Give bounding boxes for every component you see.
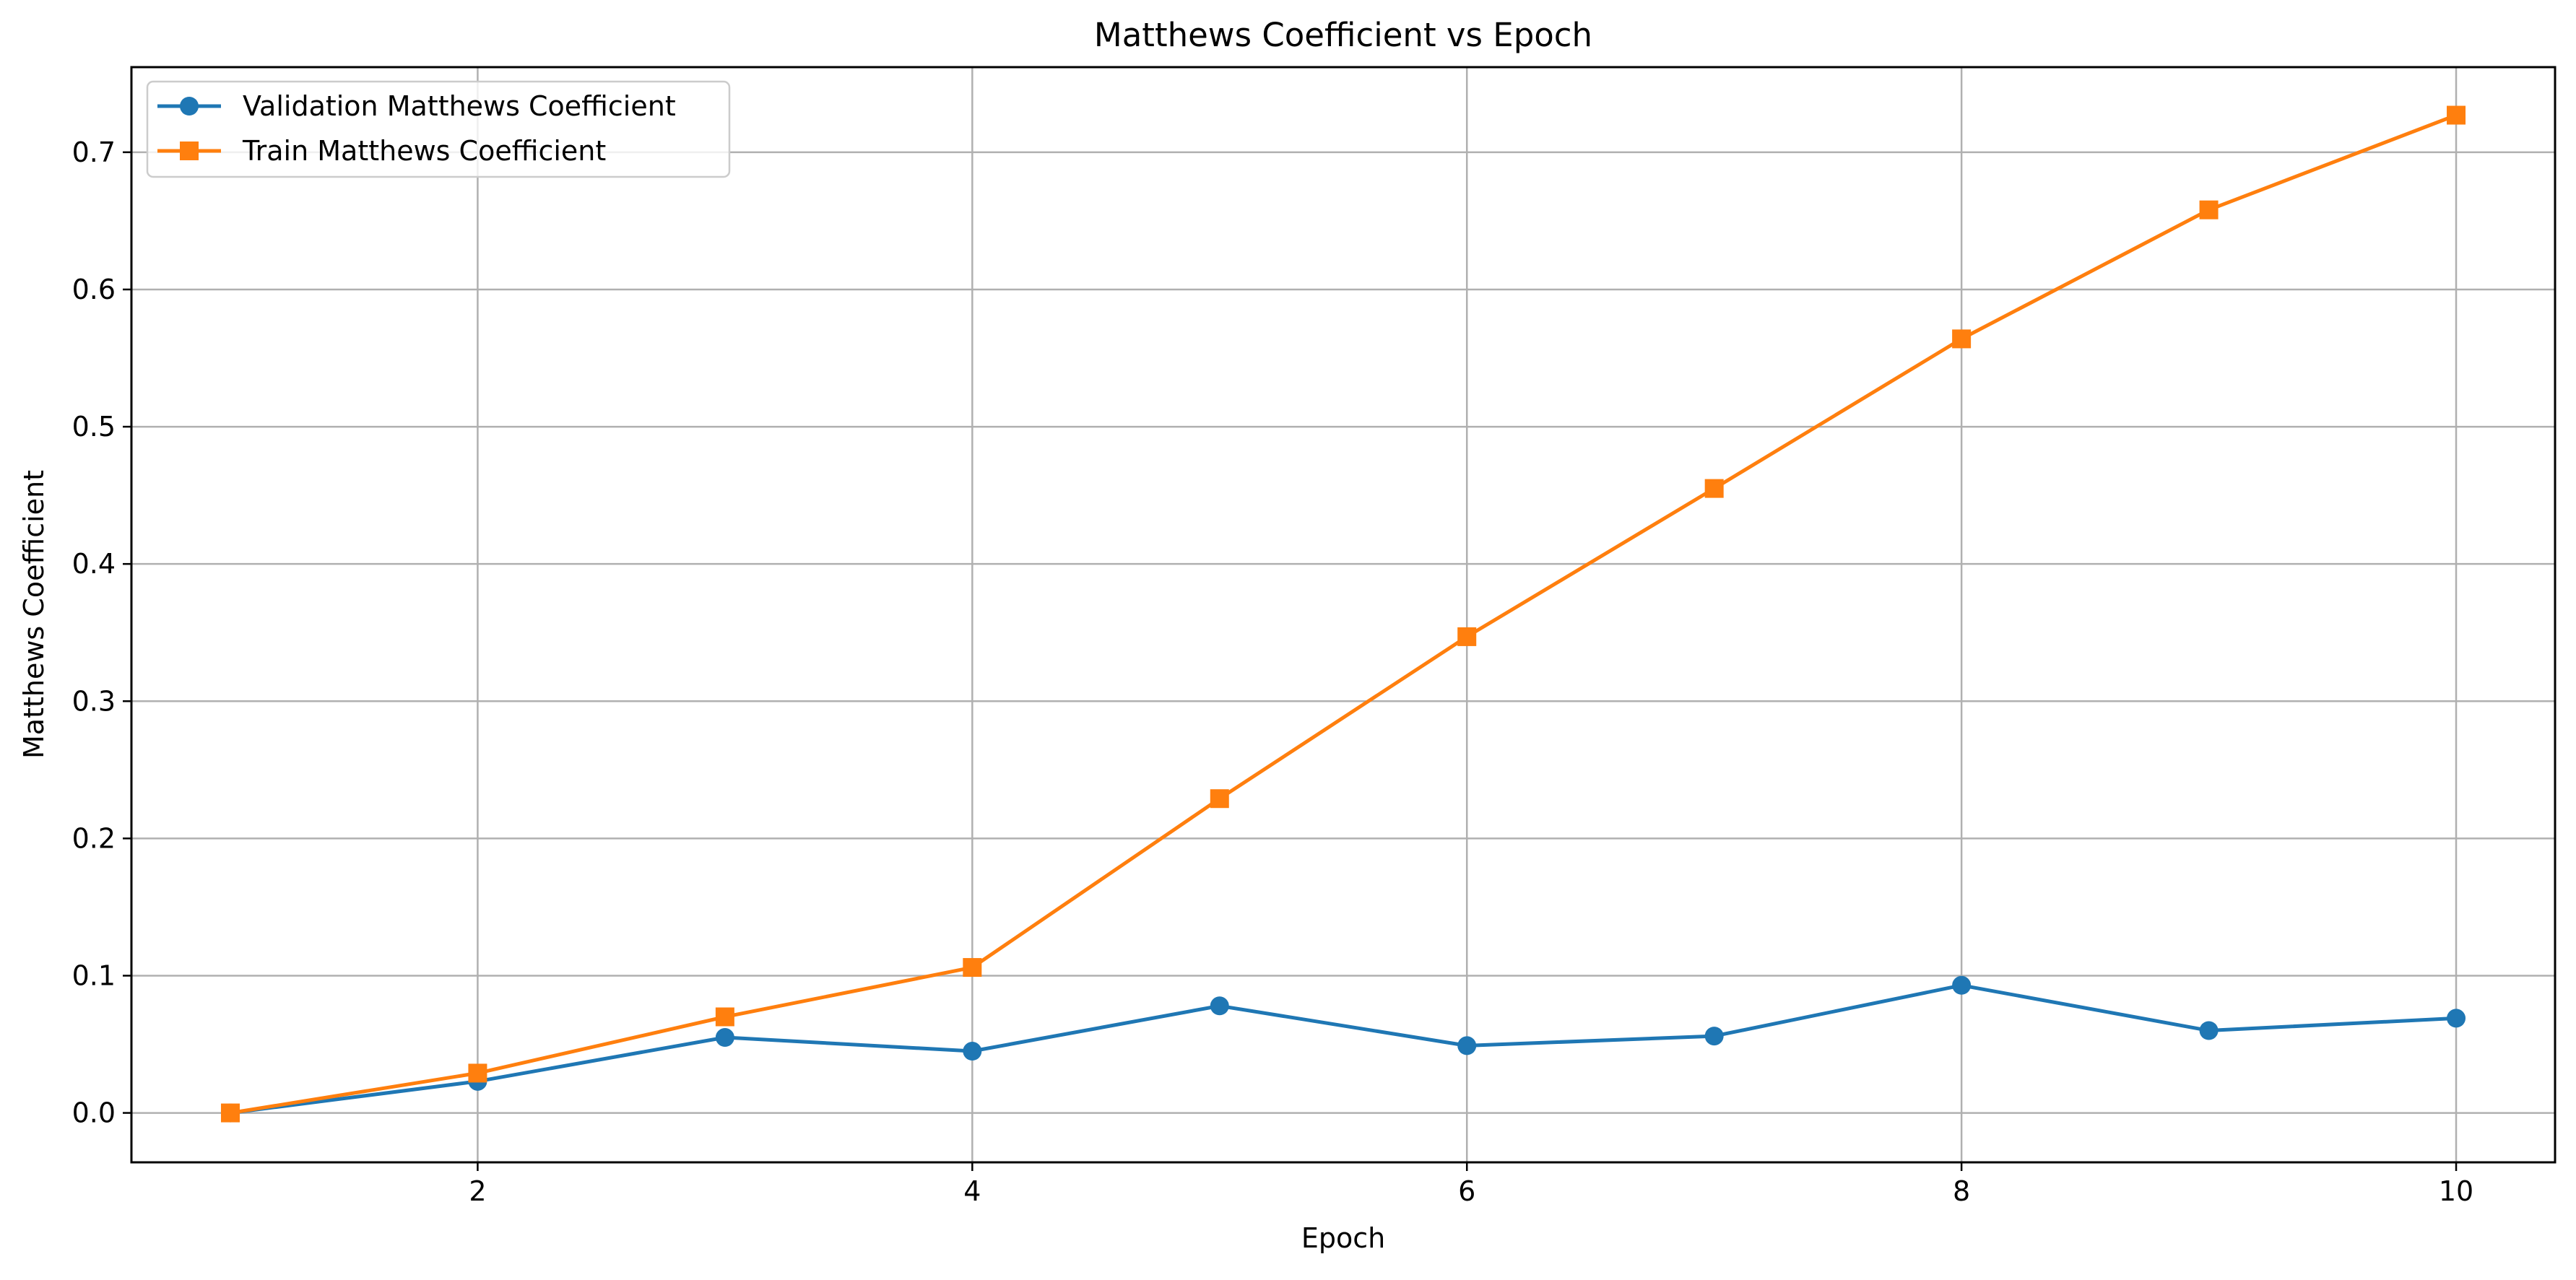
series-line (228, 983, 2458, 1115)
y-tick-label: 0.2 (72, 822, 116, 854)
y-tick-label: 0.0 (72, 1097, 116, 1129)
series-line (228, 113, 2458, 1115)
data-point (963, 1042, 982, 1061)
y-tick-label: 0.1 (72, 959, 116, 991)
x-axis-label: Epoch (1301, 1222, 1385, 1254)
y-tick-label: 0.5 (72, 411, 116, 443)
data-point (2447, 1009, 2466, 1028)
data-point (2199, 1021, 2219, 1040)
chart-title: Matthews Coefficient vs Epoch (1094, 16, 1592, 54)
data-point (1457, 627, 1477, 646)
legend-box (146, 80, 731, 178)
y-tick-label: 0.7 (72, 136, 116, 168)
legend-label-train: Train Matthews Coefficient (242, 135, 606, 167)
data-point (1704, 479, 1724, 498)
tick-layer: 2 4 6 8 10 0.0 0.1 0.2 0.3 0.4 0.5 0.6 0.7 (72, 136, 2474, 1207)
series-train (220, 105, 2466, 1123)
legend-swatch-marker-train (180, 142, 199, 160)
x-tick-label: 4 (963, 1175, 981, 1207)
legend-label-validation: Validation Matthews Coefficient (243, 90, 676, 122)
data-point (1210, 789, 1229, 809)
data-point (468, 1063, 487, 1083)
plot-frame (130, 66, 2557, 1164)
x-tick-label: 10 (2439, 1175, 2473, 1207)
data-point (963, 958, 982, 978)
series-validation (220, 975, 2466, 1123)
x-tick-label: 2 (469, 1175, 486, 1207)
y-axis-label: Matthews Coefficient (18, 470, 50, 759)
data-point (715, 1007, 734, 1027)
data-point (1704, 1027, 1724, 1046)
y-tick-label: 0.3 (72, 685, 116, 717)
legend-swatch-marker-validation (180, 97, 199, 116)
data-point (1210, 996, 1229, 1016)
data-point (2447, 105, 2466, 125)
data-point (1952, 329, 1972, 349)
data-point (220, 1103, 240, 1123)
grid-layer (131, 67, 2555, 1162)
data-point (2199, 200, 2219, 219)
y-tick-label: 0.4 (72, 548, 116, 580)
x-tick-label: 8 (1953, 1175, 1970, 1207)
x-tick-label: 6 (1458, 1175, 1475, 1207)
legend: Validation Matthews Coefficient Train Ma… (146, 80, 731, 178)
series-layer (220, 105, 2466, 1123)
y-tick-label: 0.6 (72, 274, 116, 305)
data-point (1952, 975, 1972, 995)
data-point (715, 1028, 734, 1048)
data-point (1457, 1036, 1477, 1055)
